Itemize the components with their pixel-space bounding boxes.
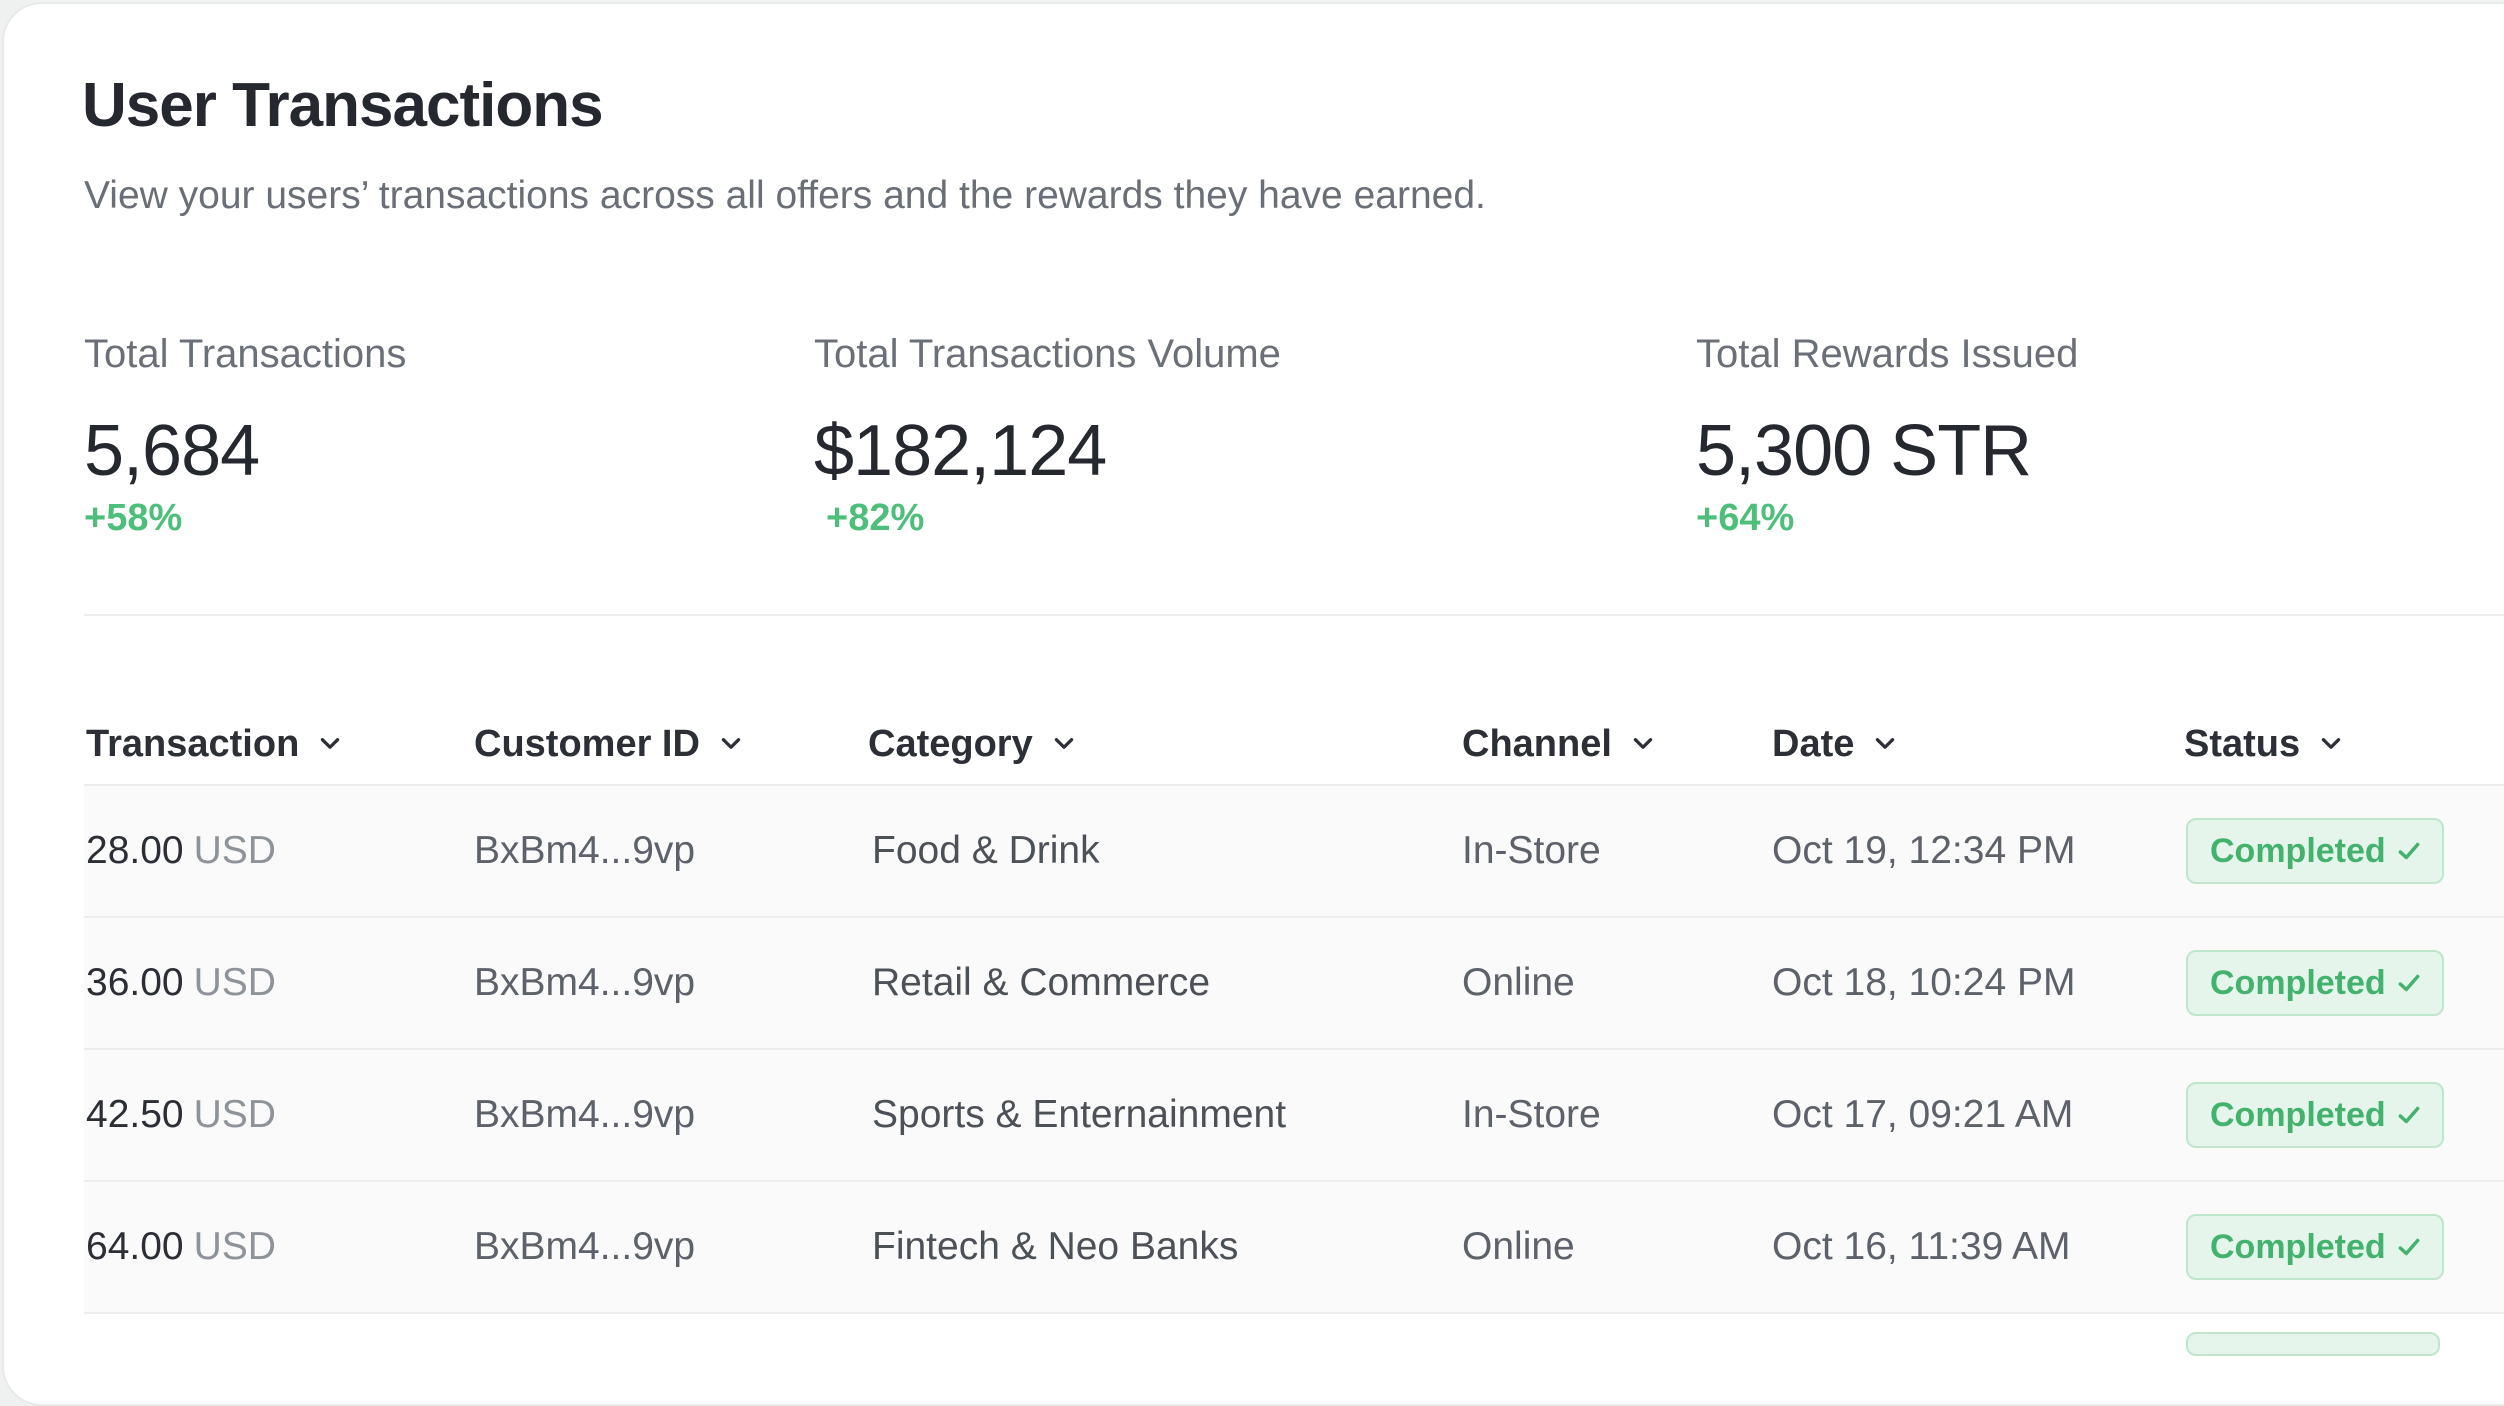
table-row[interactable]: 42.50 USD BxBm4...9vp Sports & Enternain… — [84, 1050, 2504, 1182]
section-divider — [84, 614, 2504, 616]
category: Fintech & Neo Banks — [872, 1225, 1239, 1268]
transaction-currency: USD — [193, 1093, 276, 1136]
transaction-amount: 64.00 — [86, 1225, 184, 1268]
channel: In-Store — [1462, 1093, 1601, 1136]
channel: Online — [1462, 1225, 1575, 1268]
status-label: Completed — [2210, 1227, 2386, 1266]
status-cell: Completed — [2186, 786, 2444, 916]
table-row[interactable]: 64.00 USD BxBm4...9vp Fintech & Neo Bank… — [84, 1182, 2504, 1314]
chevron-down-icon — [1876, 738, 1895, 749]
status-badge: Completed — [2186, 1214, 2444, 1280]
status-label: Completed — [2210, 831, 2386, 870]
customer-id: BxBm4...9vp — [474, 1225, 696, 1268]
category: Retail & Commerce — [872, 961, 1211, 1004]
category: Food & Drink — [872, 829, 1100, 872]
status-badge: Completed — [2186, 818, 2444, 884]
chevron-down-icon — [721, 738, 741, 749]
chevron-down-icon — [1054, 738, 1073, 749]
chevron-down-icon — [1633, 738, 1653, 749]
column-header-label: Customer ID — [474, 722, 700, 765]
column-header-label: Status — [2184, 722, 2301, 765]
column-header-date[interactable]: Date — [1772, 704, 1898, 784]
transaction-amount-cell: 36.00 USD — [86, 918, 276, 1048]
transaction-currency: USD — [193, 829, 276, 872]
status-badge: Completed — [2186, 1082, 2444, 1148]
metric-value: $182,124 — [814, 411, 1107, 491]
metric-label: Total Transactions Volume — [814, 332, 1281, 376]
metric-total-volume: Total Transactions Volume $182,124 +82% — [814, 332, 1281, 540]
date: Oct 18, 10:24 PM — [1772, 961, 2076, 1004]
metric-total-rewards: Total Rewards Issued 5,300 STR +64% — [1696, 332, 2078, 540]
metric-label: Total Transactions — [84, 332, 407, 376]
metric-change: +58% — [84, 497, 183, 539]
check-icon — [2398, 842, 2420, 860]
column-header-status[interactable]: Status — [2184, 704, 2344, 784]
metric-value: 5,684 — [84, 411, 260, 491]
channel: In-Store — [1462, 829, 1601, 872]
transaction-amount: 28.00 — [86, 829, 184, 872]
status-label: Completed — [2210, 1095, 2386, 1134]
chevron-down-icon — [2321, 738, 2341, 749]
transaction-currency: USD — [193, 1225, 276, 1268]
transaction-currency: USD — [193, 961, 276, 1004]
category: Sports & Enternainment — [872, 1093, 1287, 1136]
date: Oct 16, 11:39 AM — [1772, 1225, 2071, 1268]
check-icon — [2398, 1238, 2420, 1256]
table-body: 28.00 USD BxBm4...9vp Food & Drink In-St… — [84, 786, 2504, 1314]
table-header: Transaction Customer ID Category Channel… — [4, 704, 2504, 784]
customer-id: BxBm4...9vp — [474, 829, 696, 872]
chevron-down-icon — [321, 738, 340, 749]
table-row[interactable]: 28.00 USD BxBm4...9vp Food & Drink In-St… — [84, 786, 2504, 918]
metric-value: 5,300 STR — [1696, 411, 2032, 491]
column-header-label: Transaction — [86, 722, 300, 765]
column-header-channel[interactable]: Channel — [1462, 704, 1656, 784]
transaction-amount: 36.00 — [86, 961, 184, 1004]
column-header-label: Date — [1772, 722, 1855, 765]
check-icon — [2398, 1106, 2420, 1124]
column-header-category[interactable]: Category — [868, 704, 1077, 784]
transaction-amount-cell: 42.50 USD — [86, 1050, 276, 1180]
date: Oct 19, 12:34 PM — [1772, 829, 2076, 872]
channel: Online — [1462, 961, 1575, 1004]
transaction-amount-cell: 28.00 USD — [86, 786, 276, 916]
transaction-amount-cell: 64.00 USD — [86, 1182, 276, 1312]
column-header-customer-id[interactable]: Customer ID — [474, 704, 744, 784]
column-header-label: Channel — [1462, 722, 1612, 765]
status-badge: Completed — [2186, 950, 2444, 1016]
customer-id: BxBm4...9vp — [474, 961, 696, 1004]
metric-change: +82% — [826, 497, 925, 539]
status-cell: Completed — [2186, 1182, 2444, 1312]
column-header-label: Category — [868, 722, 1033, 765]
page-subtitle: View your users’ transactions across all… — [84, 174, 1486, 217]
metric-label: Total Rewards Issued — [1696, 332, 2079, 376]
metric-change: +64% — [1696, 497, 1795, 539]
status-label: Completed — [2210, 963, 2386, 1002]
page-title: User Transactions — [82, 71, 604, 140]
status-cell: Completed — [2186, 1050, 2444, 1180]
check-icon — [2398, 974, 2420, 992]
table-header-divider — [84, 784, 2504, 786]
metric-total-transactions: Total Transactions 5,684 +58% — [84, 332, 406, 540]
column-header-transaction[interactable]: Transaction — [86, 704, 343, 784]
transaction-amount: 42.50 — [86, 1093, 184, 1136]
status-cell: Completed — [2186, 918, 2444, 1048]
table-row[interactable]: 36.00 USD BxBm4...9vp Retail & Commerce … — [84, 918, 2504, 1050]
customer-id: BxBm4...9vp — [474, 1093, 696, 1136]
date: Oct 17, 09:21 AM — [1772, 1093, 2074, 1136]
